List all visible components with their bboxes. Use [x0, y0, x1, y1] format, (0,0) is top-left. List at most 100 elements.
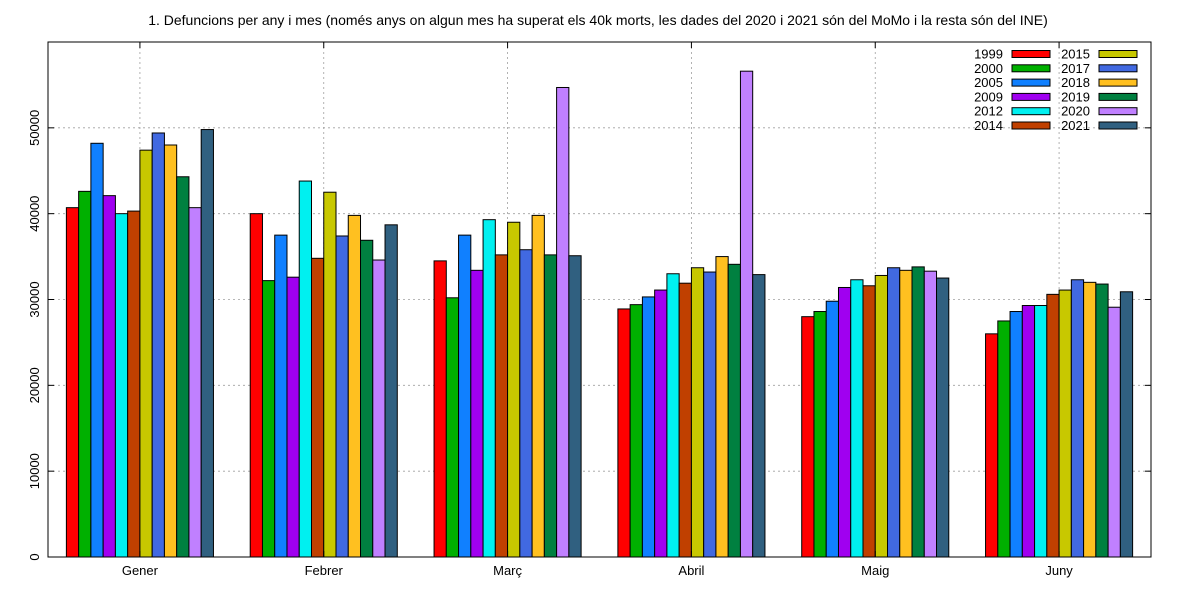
legend-swatch-2021	[1098, 121, 1138, 130]
bar-2017-febrer	[335, 235, 349, 558]
bar-2009-abril	[654, 289, 668, 558]
bar-1999-gener	[65, 207, 80, 558]
chart-title: 1. Defuncions per any i mes (només anys …	[148, 12, 1048, 28]
bar-2018-juny	[1083, 281, 1097, 558]
bar-2019-gener	[176, 176, 190, 558]
y-tick-label: 30000	[27, 281, 42, 317]
bar-2000-febrer	[261, 280, 276, 558]
bar-2000-març	[445, 297, 460, 558]
bar-1999-maig	[801, 316, 815, 558]
x-tick-label: Maig	[861, 563, 889, 578]
legend-swatch-2009	[1011, 92, 1051, 101]
bar-2018-maig	[899, 269, 913, 558]
x-axis: Gener Febrer Març Abril Maig Juny	[122, 42, 1073, 578]
bar-2005-març	[458, 234, 472, 558]
x-tick-label: Març	[493, 563, 522, 578]
legend-label: 2020	[1061, 104, 1090, 119]
bar-2009-juny	[1021, 305, 1036, 558]
legend-swatch-2005	[1011, 78, 1051, 87]
grid	[48, 42, 1151, 557]
y-axis: 0 10000 20000 30000 40000 50000	[27, 110, 1151, 561]
legend-label: 2018	[1061, 75, 1090, 90]
bar-2005-abril	[641, 296, 656, 558]
bar-2000-juny	[997, 320, 1011, 558]
bar-2000-abril	[629, 304, 643, 558]
legend-swatch-2020	[1098, 107, 1138, 116]
bar-2017-juny	[1070, 279, 1085, 558]
legend-label: 2009	[974, 89, 1003, 104]
legend-swatch-2019	[1098, 92, 1138, 101]
bar-2021-gener	[200, 129, 214, 558]
x-tick-label: Juny	[1045, 563, 1073, 578]
legend-label: 2017	[1061, 61, 1090, 76]
legend-swatch-2018	[1098, 78, 1138, 87]
bar-2015-juny	[1058, 289, 1072, 558]
bar-2015-gener	[139, 149, 153, 558]
legend-swatch-2000	[1011, 64, 1051, 73]
bar-2017-març	[519, 249, 533, 558]
bar-2020-març	[556, 86, 570, 558]
bar-2012-febrer	[298, 180, 312, 558]
bar-2015-març	[507, 221, 521, 558]
bar-2019-maig	[911, 266, 925, 558]
bar-2020-abril	[739, 70, 754, 558]
bar-2009-gener	[102, 195, 116, 558]
bar-2014-abril	[678, 282, 692, 558]
y-tick-label: 50000	[27, 110, 42, 146]
bar-2005-gener	[90, 142, 104, 558]
bar-2018-abril	[715, 256, 729, 558]
bar-2015-maig	[874, 274, 889, 558]
bar-2012-abril	[666, 273, 680, 558]
bar-2021-maig	[936, 277, 950, 558]
bar-2014-gener	[127, 210, 141, 558]
bar-2021-febrer	[384, 224, 398, 558]
bar-2000-gener	[78, 190, 92, 558]
bar-2014-juny	[1046, 293, 1060, 558]
x-tick-label: Gener	[122, 563, 159, 578]
bar-2020-febrer	[372, 259, 386, 558]
bar-2012-març	[482, 219, 496, 558]
bar-2015-febrer	[323, 191, 337, 558]
bar-1999-febrer	[249, 213, 263, 558]
bar-2014-març	[494, 254, 509, 558]
bar-2014-febrer	[310, 257, 325, 558]
x-tick-label: Abril	[678, 563, 704, 578]
bar-2020-maig	[923, 270, 938, 558]
bar-2020-gener	[188, 207, 202, 558]
bar-2018-març	[531, 214, 545, 558]
bar-2021-abril	[752, 274, 766, 558]
legend-label: 2000	[974, 61, 1003, 76]
legend-swatch-2012	[1011, 107, 1051, 116]
bar-2009-febrer	[286, 276, 300, 558]
legend-label: 2014	[974, 118, 1003, 133]
bar-2005-febrer	[274, 234, 288, 558]
y-tick-label: 0	[27, 553, 42, 560]
bar-2021-març	[568, 255, 582, 558]
bar-2017-gener	[151, 132, 165, 558]
legend-label: 2015	[1061, 47, 1090, 62]
legend-label: 2005	[974, 75, 1003, 90]
bar-2009-març	[470, 269, 484, 558]
legend-label: 2012	[974, 104, 1003, 119]
bar-2014-maig	[862, 285, 876, 558]
legend-swatch-2015	[1098, 50, 1138, 58]
bar-2017-maig	[887, 267, 901, 558]
bar-1999-març	[433, 260, 447, 558]
legend-swatch-1999	[1011, 50, 1051, 58]
bar-2012-maig	[850, 279, 864, 558]
bar-2019-febrer	[360, 239, 374, 558]
bar-2015-abril	[690, 267, 705, 558]
bar-2000-maig	[813, 311, 827, 558]
legend-label: 1999	[974, 47, 1003, 62]
bar-2018-febrer	[347, 214, 362, 558]
bar-2021-juny	[1119, 291, 1134, 558]
y-tick-label: 40000	[27, 196, 42, 232]
bar-2019-juny	[1095, 283, 1109, 558]
bar-1999-juny	[985, 333, 999, 558]
bar-2005-juny	[1009, 311, 1023, 558]
bar-1999-abril	[617, 308, 631, 558]
legend-label: 2021	[1061, 118, 1090, 133]
bar-2019-abril	[727, 263, 741, 558]
